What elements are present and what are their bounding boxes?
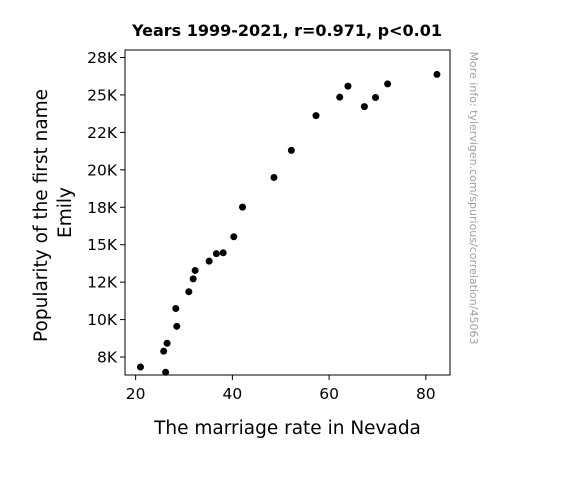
y-tick-label: 20K [87, 161, 118, 179]
data-point [287, 146, 295, 154]
y-axis-label-line-1: Popularity of the first name [31, 89, 52, 342]
data-point [219, 249, 227, 257]
x-tick-label: 60 [319, 385, 339, 403]
x-tick-label: 20 [126, 385, 146, 403]
y-tick-label: 10K [87, 311, 118, 329]
x-tick-label: 40 [222, 385, 242, 403]
data-point [433, 70, 441, 78]
plot-area-frame [124, 49, 451, 376]
y-axis-ticks: 8K 10K 12K 15K 18K 20K 22K 25K 28K [87, 49, 125, 367]
data-point [205, 257, 213, 265]
data-point [185, 288, 193, 296]
data-point [136, 363, 144, 371]
data-point [173, 322, 181, 330]
data-point [372, 93, 380, 101]
data-point [212, 250, 220, 258]
y-tick-label: 18K [87, 199, 118, 217]
data-point [189, 275, 197, 283]
y-axis-label-line-2: Emily [55, 187, 76, 238]
y-tick-label: 8K [97, 349, 118, 367]
data-point [384, 80, 392, 88]
data-point [344, 82, 352, 90]
x-axis-label: The marriage rate in Nevada [153, 418, 421, 439]
data-point [230, 233, 238, 241]
data-points [136, 70, 441, 376]
data-point [160, 347, 168, 355]
y-axis-label: Popularity of the first name Emily [31, 83, 76, 342]
source-watermark: More info: tylervigen.com/spurious/corre… [467, 52, 480, 345]
y-tick-label: 12K [87, 274, 118, 292]
y-tick-label: 25K [87, 86, 118, 104]
data-point [312, 112, 320, 120]
y-tick-label: 28K [87, 49, 118, 67]
data-point [239, 203, 247, 211]
data-point [172, 305, 180, 313]
data-point [336, 93, 344, 101]
y-tick-label: 15K [87, 236, 118, 254]
x-axis-ticks: 20 40 60 80 [126, 375, 436, 403]
data-point [270, 173, 278, 181]
data-point [191, 266, 199, 274]
x-tick-label: 80 [416, 385, 436, 403]
data-point [162, 368, 170, 376]
chart-title: Years 1999-2021, r=0.971, p<0.01 [131, 21, 442, 40]
data-point [163, 339, 171, 347]
y-tick-label: 22K [87, 124, 118, 142]
data-point [360, 103, 368, 111]
